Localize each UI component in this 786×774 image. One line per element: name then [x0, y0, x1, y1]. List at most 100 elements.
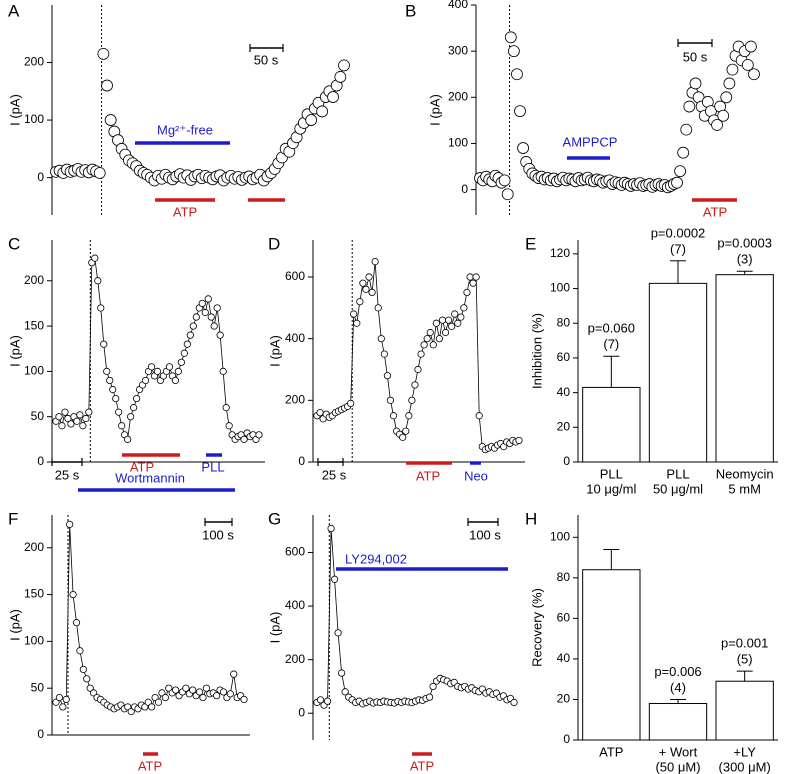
- period-label: ATP: [173, 204, 197, 219]
- y-tick-label: 100: [550, 281, 570, 295]
- data-point: [199, 693, 207, 702]
- data-point: [225, 422, 233, 430]
- data-point: [680, 123, 693, 136]
- data-point: [514, 105, 526, 118]
- data-point: [59, 703, 67, 711]
- y-tick-label: 60: [557, 611, 571, 625]
- y-tick-label: 100: [24, 364, 44, 378]
- data-point: [383, 372, 391, 380]
- data-point: [448, 322, 456, 330]
- data-point: [504, 31, 517, 44]
- y-tick-label: 400: [285, 598, 305, 612]
- data-point: [399, 433, 407, 441]
- panel-label: B: [405, 1, 416, 20]
- trace-line: [55, 524, 245, 713]
- data-point: [148, 703, 156, 711]
- y-tick-label: 40: [557, 651, 571, 665]
- y-tick-label: 200: [448, 89, 468, 103]
- scale-bar-label: 50 s: [254, 52, 279, 67]
- x-tick-label: + Wort: [659, 744, 698, 759]
- data-point: [454, 319, 462, 327]
- panel-label: C: [8, 234, 20, 253]
- data-point: [726, 63, 739, 76]
- data-point: [76, 411, 84, 419]
- data-point: [723, 77, 736, 90]
- y-tick-label: 0: [37, 454, 44, 468]
- data-point: [189, 322, 197, 330]
- data-point: [323, 697, 332, 705]
- data-point: [507, 45, 520, 58]
- data-point: [255, 431, 263, 439]
- data-point: [161, 693, 169, 702]
- data-point: [472, 273, 480, 281]
- period-label: ATP: [703, 204, 727, 219]
- data-point: [230, 670, 238, 678]
- data-point: [683, 100, 696, 113]
- data-point: [414, 365, 422, 374]
- period-label: Neo: [464, 468, 488, 483]
- y-tick-label: 120: [550, 246, 570, 260]
- data-point: [380, 350, 388, 358]
- data-point: [338, 669, 346, 677]
- data-point: [417, 350, 425, 358]
- period-label: LY294,002: [345, 551, 407, 566]
- y-axis-label: I (pA): [7, 609, 22, 641]
- data-point: [189, 686, 197, 694]
- x-tick-label: ATP: [599, 744, 623, 759]
- y-tick-label: 0: [37, 727, 44, 741]
- period-label: AMPPCP: [563, 134, 618, 149]
- x-tick-label: +LY: [733, 744, 756, 759]
- data-point: [66, 520, 74, 528]
- data-point: [202, 684, 210, 692]
- x-tick-sublabel: 50 μg/ml: [653, 481, 703, 496]
- p-label: p=0.0002: [651, 225, 706, 240]
- data-point: [466, 273, 474, 281]
- scale-bar-label: 25 s: [55, 467, 80, 482]
- data-point: [93, 167, 106, 179]
- data-point: [210, 322, 218, 330]
- p-label: p=0.006: [654, 664, 701, 679]
- data-point: [402, 427, 410, 435]
- data-point: [411, 381, 419, 389]
- n-label: (7): [670, 241, 686, 256]
- p-label: p=0.060: [588, 321, 635, 336]
- period-label: ATP: [138, 758, 162, 773]
- data-point: [365, 273, 373, 281]
- data-point: [517, 142, 530, 154]
- data-point: [316, 105, 329, 118]
- data-point: [115, 408, 123, 416]
- y-axis-label: I (pA): [267, 335, 282, 367]
- scale-bar-label: 25 s: [322, 467, 347, 482]
- scale-bar-label: 100 s: [469, 527, 501, 542]
- p-label: p=0.001: [721, 636, 768, 651]
- data-point: [674, 165, 687, 178]
- data-point: [55, 693, 64, 702]
- data-point: [100, 340, 108, 348]
- y-axis-label: I (pA): [7, 335, 22, 367]
- data-point: [201, 308, 209, 317]
- data-point: [451, 310, 459, 318]
- data-point: [353, 319, 361, 327]
- y-tick-label: 100: [24, 112, 44, 126]
- x-tick-sublabel: 5 mM: [728, 481, 761, 496]
- panel-label: H: [525, 509, 537, 528]
- panel-label: A: [8, 1, 20, 20]
- bar: [715, 274, 774, 463]
- data-point: [79, 422, 87, 430]
- x-tick-sublabel: 10 μg/ml: [586, 481, 636, 496]
- data-point: [213, 692, 221, 700]
- data-point: [219, 688, 228, 696]
- y-tick-label: 80: [557, 570, 571, 584]
- data-point: [207, 313, 215, 321]
- bar: [582, 386, 641, 463]
- data-point: [55, 413, 63, 421]
- n-label: (5): [737, 652, 753, 667]
- data-point: [327, 91, 339, 103]
- data-point: [103, 367, 111, 375]
- data-point: [72, 619, 81, 627]
- data-point: [426, 328, 434, 337]
- y-tick-label: 100: [24, 634, 44, 648]
- data-point: [457, 313, 465, 321]
- data-point: [741, 59, 754, 71]
